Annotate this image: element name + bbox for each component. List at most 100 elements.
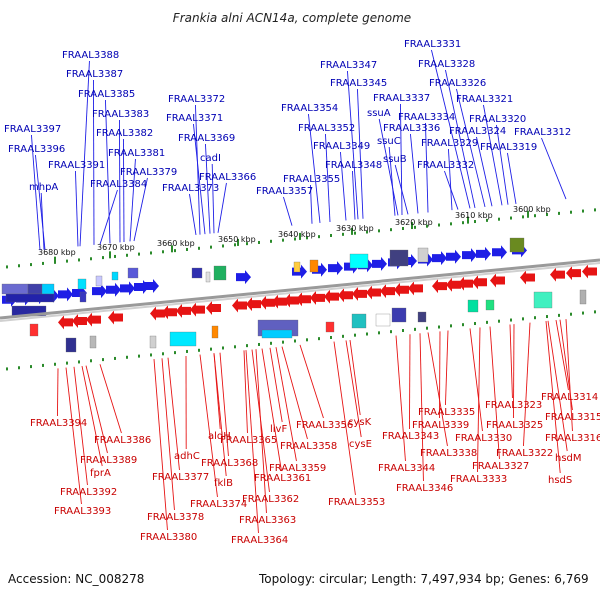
reverse-gene-arrow [296,292,311,307]
gene-label-fraal3327: FRAAL3327 [472,461,529,472]
gene-label-fraal3343: FRAAL3343 [382,431,439,442]
gene-label-fraal3380: FRAAL3380 [140,532,197,543]
tick-dot [306,338,308,342]
leader-line [299,344,324,419]
tick-dot [42,261,44,265]
tick-dot [150,251,152,255]
gene-label-fraal3385: FRAAL3385 [78,89,135,100]
forward-gene-arrow [144,279,159,294]
gene-label-fraal3366: FRAAL3366 [199,172,256,183]
tick-dot [534,214,536,218]
reverse-gene-arrow [150,306,165,321]
tick-dot [150,353,152,357]
leader-line [345,340,362,438]
top-gene-labels: FRAAL3331 FRAAL3388 FRAAL3347 FRAAL3328 FRAA… [4,39,571,197]
reverse-gene-arrow [566,266,581,281]
forward-gene-arrow [58,287,73,302]
gene-label-fraal3391: FRAAL3391 [48,160,105,171]
feature-box [79,291,87,303]
gene-label-fraal3368: FRAAL3368 [201,458,258,469]
tick-dot [138,252,140,256]
gene-label-fraal3335: FRAAL3335 [418,407,475,418]
gene-label-fraal3352: FRAAL3352 [298,123,355,134]
tick-dot [174,249,176,253]
leader-line [445,69,476,209]
gene-label-adhc: adhC [174,451,200,462]
gene-label-ssuc: ssuC [377,136,401,147]
tick-dot [594,208,596,212]
leader-line [547,320,568,452]
reverse-gene-arrow [458,276,473,291]
tick-dot [330,233,332,237]
gene-label-fraal3354: FRAAL3354 [281,103,338,114]
gene-label-hsdm: hsdM [555,453,582,464]
reverse-gene-arrow [490,273,505,288]
feature-box [349,253,369,269]
leader-line [205,143,211,234]
tick-dot [306,236,308,240]
reverse-gene-arrow [582,264,597,279]
gene-label-mhpa: mhpA [29,182,58,193]
leader-line [153,359,168,531]
tick-dot [366,332,368,336]
gene-label-ssua: ssuA [367,108,391,119]
leader-line [456,88,486,208]
reverse-gene-arrow [380,284,395,299]
tick-dot [426,326,428,330]
leader-line [75,170,79,247]
genome-backbone [0,258,600,320]
leader-line [31,134,41,251]
gene-label-fraal3333: FRAAL3333 [450,474,507,485]
tick-dot [186,349,188,353]
leader-line [410,133,419,214]
leader-line [281,346,308,440]
feature-box [27,283,43,295]
leader-line [347,70,359,220]
feature-box [111,271,119,281]
forward-gene-arrow [476,246,491,261]
reverse-gene-arrow [432,279,447,294]
leader-line [523,322,531,447]
leader-line [119,119,121,243]
tick-major [527,210,529,218]
forward-gene-arrow [462,248,477,263]
tick-major [299,232,301,240]
feature-box [1,283,29,295]
leader-line [219,352,229,457]
leader-line [352,170,356,220]
reverse-gene-arrow [272,294,287,309]
bottom-gene-arrows [58,264,597,330]
leader-line [509,324,513,399]
gene-label-fraal3356: FRAAL3356 [296,420,353,431]
tick-dot [510,216,512,220]
gene-label-fraal3316: FRAAL3316 [545,433,600,444]
reverse-gene-arrow [394,282,409,297]
gene-label-ssub: ssuB [383,154,407,165]
tick-dot [222,244,224,248]
tick-dot [54,362,56,366]
gene-label-fraal3339: FRAAL3339 [412,420,469,431]
reverse-gene-arrow [338,288,353,303]
tick-dot [342,334,344,338]
tick-dot [270,239,272,243]
reverse-gene-arrow [260,295,275,310]
leader-line [211,163,215,234]
leader-line [269,347,283,423]
accession-text: Accession: NC_008278 [8,572,145,586]
gene-label-fraal3379: FRAAL3379 [120,167,177,178]
gene-label-aldh: aldH [208,431,231,442]
tick-dot [198,246,200,250]
leader-line [483,104,503,206]
gene-label-fraal3388: FRAAL3388 [62,50,119,61]
gene-label-fraal3324: FRAAL3324 [449,126,506,137]
gene-label-fraal3387: FRAAL3387 [66,69,123,80]
forward-gene-arrow [372,256,387,271]
gene-label-fraal3334: FRAAL3334 [398,112,455,123]
kbp-label: 3650 kbp [218,235,256,244]
gene-label-fklb: fklB [214,478,233,489]
gene-label-fraal3359: FRAAL3359 [269,463,326,474]
tick-dot [78,258,80,262]
feature-boxes [1,237,587,353]
tick-dot [558,211,560,215]
leader-line [133,177,148,242]
